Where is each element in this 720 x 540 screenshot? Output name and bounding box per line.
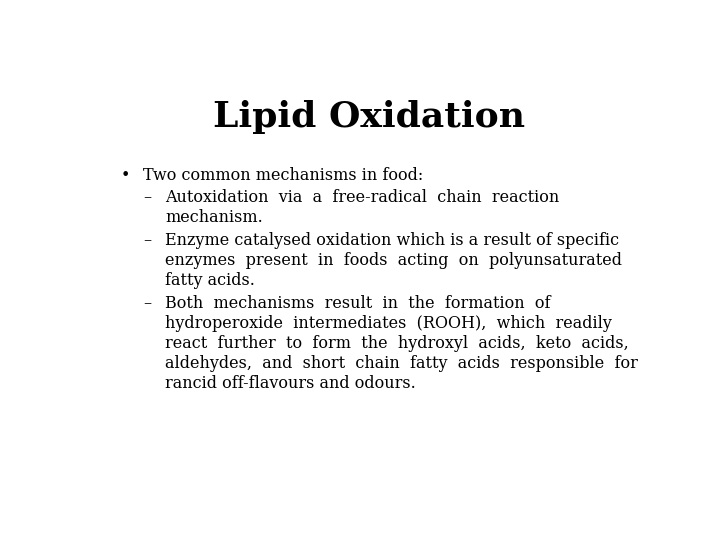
Text: Both  mechanisms  result  in  the  formation  of: Both mechanisms result in the formation … xyxy=(166,295,551,312)
Text: –: – xyxy=(143,188,151,206)
Text: aldehydes,  and  short  chain  fatty  acids  responsible  for: aldehydes, and short chain fatty acids r… xyxy=(166,355,638,372)
Text: Enzyme catalysed oxidation which is a result of specific: Enzyme catalysed oxidation which is a re… xyxy=(166,232,619,249)
Text: rancid off-flavours and odours.: rancid off-flavours and odours. xyxy=(166,375,416,392)
Text: Lipid Oxidation: Lipid Oxidation xyxy=(213,100,525,134)
Text: enzymes  present  in  foods  acting  on  polyunsaturated: enzymes present in foods acting on polyu… xyxy=(166,252,622,269)
Text: •: • xyxy=(121,167,130,184)
Text: –: – xyxy=(143,295,151,312)
Text: hydroperoxide  intermediates  (ROOH),  which  readily: hydroperoxide intermediates (ROOH), whic… xyxy=(166,315,612,332)
Text: –: – xyxy=(143,232,151,249)
Text: react  further  to  form  the  hydroxyl  acids,  keto  acids,: react further to form the hydroxyl acids… xyxy=(166,335,629,352)
Text: Autoxidation  via  a  free-radical  chain  reaction: Autoxidation via a free-radical chain re… xyxy=(166,188,559,206)
Text: fatty acids.: fatty acids. xyxy=(166,272,255,289)
Text: mechanism.: mechanism. xyxy=(166,208,263,226)
Text: Two common mechanisms in food:: Two common mechanisms in food: xyxy=(143,167,423,184)
